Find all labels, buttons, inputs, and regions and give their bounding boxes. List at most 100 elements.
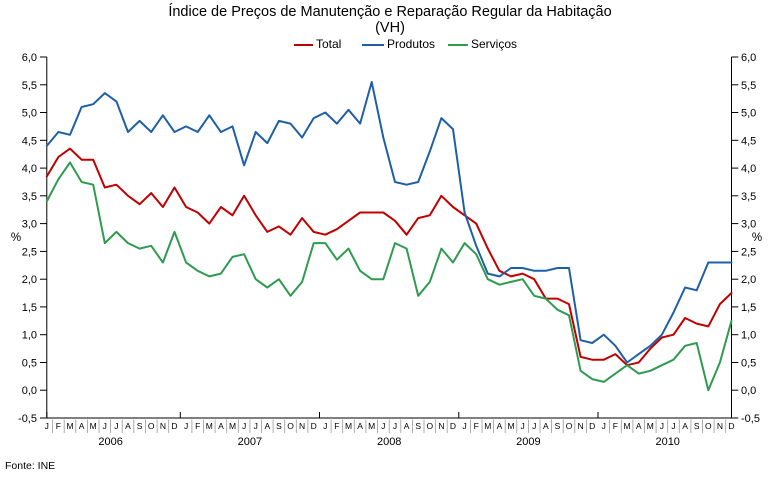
svg-text:2008: 2008 <box>377 436 401 448</box>
svg-text:4,5: 4,5 <box>22 135 37 147</box>
svg-text:J: J <box>45 421 49 431</box>
svg-text:F: F <box>195 421 200 431</box>
svg-text:6,0: 6,0 <box>741 52 756 64</box>
svg-text:A: A <box>543 421 549 431</box>
svg-text:5,0: 5,0 <box>741 108 756 120</box>
svg-text:J: J <box>602 421 606 431</box>
svg-text:J: J <box>323 421 327 431</box>
svg-text:O: O <box>287 421 294 431</box>
svg-text:J: J <box>254 421 258 431</box>
svg-text:S: S <box>694 421 700 431</box>
svg-text:M: M <box>90 421 97 431</box>
svg-text:0,5: 0,5 <box>741 358 756 370</box>
svg-text:J: J <box>532 421 536 431</box>
svg-text:A: A <box>218 421 224 431</box>
svg-text:A: A <box>636 421 642 431</box>
svg-text:%: % <box>752 232 762 244</box>
svg-text:2007: 2007 <box>238 436 262 448</box>
svg-text:1,0: 1,0 <box>22 330 37 342</box>
svg-text:Índice de Preços de Manutenção: Índice de Preços de Manutenção e Reparaç… <box>168 3 611 20</box>
svg-text:-0,5: -0,5 <box>18 413 37 425</box>
svg-text:1,0: 1,0 <box>741 330 756 342</box>
svg-text:O: O <box>426 421 433 431</box>
svg-text:M: M <box>66 421 73 431</box>
svg-text:M: M <box>345 421 352 431</box>
svg-text:4,0: 4,0 <box>741 163 756 175</box>
svg-text:M: M <box>484 421 491 431</box>
svg-text:J: J <box>381 421 385 431</box>
svg-text:S: S <box>137 421 143 431</box>
svg-text:J: J <box>103 421 107 431</box>
svg-text:A: A <box>125 421 131 431</box>
svg-text:D: D <box>450 421 456 431</box>
svg-text:A: A <box>264 421 270 431</box>
svg-text:A: A <box>682 421 688 431</box>
svg-text:1,5: 1,5 <box>22 302 37 314</box>
svg-text:O: O <box>148 421 155 431</box>
svg-text:O: O <box>566 421 573 431</box>
svg-text:D: D <box>311 421 317 431</box>
svg-text:M: M <box>624 421 631 431</box>
svg-text:M: M <box>507 421 514 431</box>
svg-text:A: A <box>357 421 363 431</box>
svg-text:4,0: 4,0 <box>22 163 37 175</box>
svg-text:J: J <box>660 421 664 431</box>
svg-text:F: F <box>56 421 61 431</box>
svg-text:J: J <box>184 421 188 431</box>
svg-text:2010: 2010 <box>655 436 679 448</box>
svg-text:N: N <box>299 421 305 431</box>
svg-text:J: J <box>520 421 524 431</box>
svg-text:0,0: 0,0 <box>22 385 37 397</box>
svg-text:3,5: 3,5 <box>741 191 756 203</box>
svg-text:O: O <box>705 421 712 431</box>
svg-text:J: J <box>242 421 246 431</box>
svg-text:0,5: 0,5 <box>22 358 37 370</box>
svg-text:M: M <box>206 421 213 431</box>
svg-text:1,5: 1,5 <box>741 302 756 314</box>
svg-text:D: D <box>171 421 177 431</box>
svg-text:S: S <box>415 421 421 431</box>
svg-text:2006: 2006 <box>98 436 122 448</box>
svg-text:3,5: 3,5 <box>22 191 37 203</box>
svg-text:M: M <box>647 421 654 431</box>
svg-text:6,0: 6,0 <box>22 52 37 64</box>
svg-text:A: A <box>404 421 410 431</box>
svg-text:M: M <box>368 421 375 431</box>
svg-text:F: F <box>613 421 618 431</box>
svg-text:F: F <box>334 421 339 431</box>
svg-text:N: N <box>717 421 723 431</box>
svg-text:A: A <box>497 421 503 431</box>
svg-text:2,0: 2,0 <box>741 274 756 286</box>
svg-text:S: S <box>276 421 282 431</box>
svg-text:N: N <box>578 421 584 431</box>
svg-text:A: A <box>79 421 85 431</box>
svg-text:S: S <box>555 421 561 431</box>
svg-text:0,0: 0,0 <box>741 385 756 397</box>
svg-text:M: M <box>229 421 236 431</box>
svg-text:%: % <box>11 232 21 244</box>
svg-text:D: D <box>728 421 734 431</box>
svg-text:3,0: 3,0 <box>741 219 756 231</box>
svg-text:2009: 2009 <box>516 436 540 448</box>
svg-text:(VH): (VH) <box>375 20 405 36</box>
svg-text:2,0: 2,0 <box>22 274 37 286</box>
svg-text:Produtos: Produtos <box>387 37 435 51</box>
svg-text:J: J <box>671 421 675 431</box>
svg-text:J: J <box>462 421 466 431</box>
svg-text:3,0: 3,0 <box>22 219 37 231</box>
svg-text:2,5: 2,5 <box>741 246 756 258</box>
svg-text:5,5: 5,5 <box>741 80 756 92</box>
svg-text:D: D <box>589 421 595 431</box>
svg-text:J: J <box>393 421 397 431</box>
svg-text:4,5: 4,5 <box>741 135 756 147</box>
svg-text:2,5: 2,5 <box>22 246 37 258</box>
svg-text:-0,5: -0,5 <box>741 413 760 425</box>
svg-text:J: J <box>114 421 118 431</box>
svg-text:F: F <box>474 421 479 431</box>
svg-text:Serviços: Serviços <box>471 37 517 51</box>
svg-text:N: N <box>438 421 444 431</box>
svg-text:Total: Total <box>316 37 341 51</box>
svg-text:5,5: 5,5 <box>22 80 37 92</box>
svg-text:N: N <box>160 421 166 431</box>
svg-text:5,0: 5,0 <box>22 108 37 120</box>
